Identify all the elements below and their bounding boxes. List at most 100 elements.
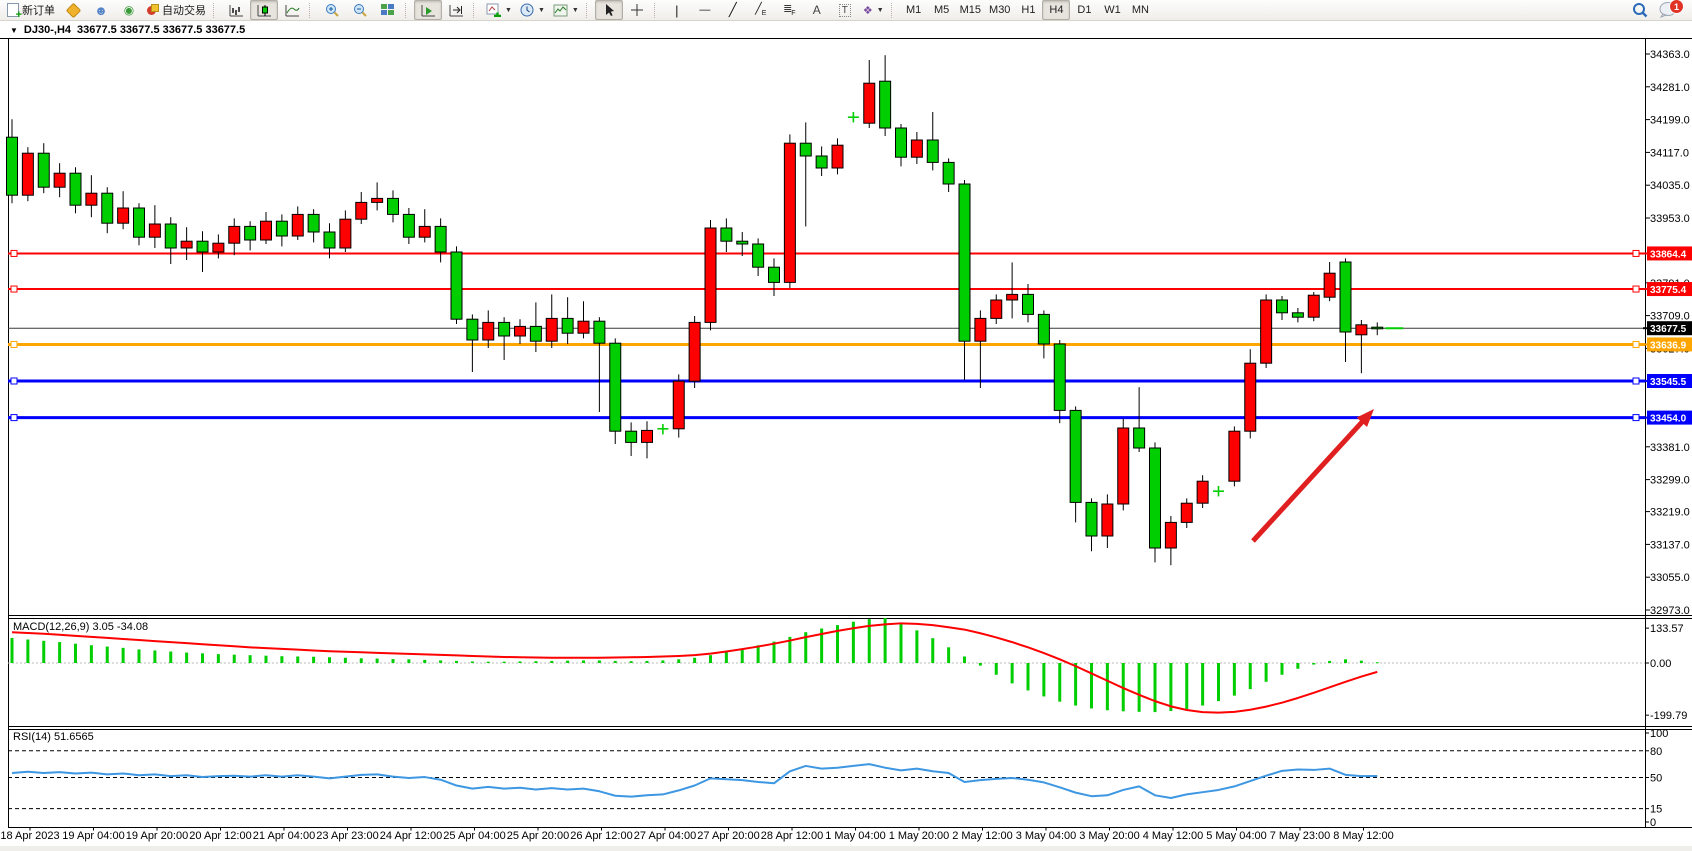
svg-text:3 May 20:00: 3 May 20:00 [1079,830,1140,842]
timeframe-button-h1[interactable]: H1 [1014,0,1042,20]
auto-trading-button[interactable]: 自动交易 [143,0,210,20]
crosshair-button[interactable] [623,0,651,20]
panel-frames [0,38,1692,828]
chat-button[interactable]: 1 [1654,0,1684,20]
hline-objects[interactable] [8,249,1645,422]
chart-ohlc-values: 33677.5 33677.5 33677.5 33677.5 [77,24,246,36]
rsi-label: RSI(14) 51.6565 [13,731,94,743]
hline-handle [10,340,18,348]
vertical-line-button[interactable]: | [663,0,691,20]
svg-text:1 May 20:00: 1 May 20:00 [889,830,950,842]
arrows-button[interactable]: ❖ ▼ [859,0,888,20]
period-clock-icon [520,3,534,17]
chart-title-row: ▼ DJ30-,H4 33677.5 33677.5 33677.5 33677… [10,23,245,37]
zoom-out-icon [353,4,367,17]
svg-text:15: 15 [1650,804,1662,816]
toolbar-separator [473,2,478,18]
templates-button[interactable]: ▼ [549,0,583,20]
search-button[interactable] [1626,0,1654,20]
new-order-label: 新订单 [22,5,55,17]
svg-text:23 Apr 23:00: 23 Apr 23:00 [316,830,378,842]
cursor-button[interactable] [594,0,623,20]
svg-text:-199.79: -199.79 [1650,710,1687,722]
svg-text:33953.0: 33953.0 [1650,213,1690,225]
zoom-in-button[interactable] [318,0,346,20]
channel-button[interactable]: ╱E [747,0,775,20]
svg-text:33055.0: 33055.0 [1650,572,1690,584]
broadcast-icon: ◉ [123,2,135,17]
text-label-icon: T [838,3,851,17]
svg-text:25 Apr 20:00: 25 Apr 20:00 [507,830,569,842]
fibonacci-button[interactable]: ≣F [775,0,803,20]
svg-text:33299.0: 33299.0 [1650,475,1690,487]
svg-text:24 Apr 12:00: 24 Apr 12:00 [380,830,442,842]
text-icon: A [812,3,821,17]
timeframe-button-m30[interactable]: M30 [985,0,1014,20]
timeframe-label: W1 [1104,4,1121,16]
chevron-down-icon: ▼ [876,6,884,14]
new-order-button[interactable]: 新订单 [3,0,59,21]
toolbar-separator [405,2,410,18]
chart-symbol-period: DJ30-,H4 [23,24,71,36]
horizontal-line-button[interactable]: — [691,0,719,20]
macd-label: MACD(12,26,9) 3.05 -34.08 [13,621,149,633]
timeframe-button-m15[interactable]: M15 [956,0,985,20]
bar-chart-button[interactable] [222,0,250,20]
price-badge-33677.5 [1647,321,1692,336]
zoom-out-button[interactable] [346,0,374,20]
cursor-icon [605,4,614,16]
sound-button[interactable]: ◉ [115,0,143,20]
line-chart-button[interactable] [278,0,306,20]
svg-text:1 May 04:00: 1 May 04:00 [825,830,886,842]
crosshair-icon [630,4,643,16]
svg-text:34117.0: 34117.0 [1650,147,1689,159]
channel-icon: ╱E [755,3,767,18]
bar-chart-icon [229,4,243,16]
periods-button[interactable]: ▼ [516,0,549,20]
svg-text:34199.0: 34199.0 [1650,115,1690,127]
community-button[interactable]: ☻ [87,0,115,20]
text-button[interactable]: A [803,0,831,20]
arrow-annotation[interactable] [1251,409,1374,543]
trendline-button[interactable]: ╱ [719,0,747,20]
rsi-panel: 100 80 50 150 [8,728,1668,829]
candles-layer [6,55,1404,566]
toolbar-separator [213,2,218,18]
timeframe-button-w1[interactable]: W1 [1098,0,1126,20]
tile-windows-button[interactable] [374,0,402,20]
svg-text:33454.0: 33454.0 [1650,414,1687,425]
timeframe-button-d1[interactable]: D1 [1070,0,1098,20]
timeframe-button-m1[interactable]: M1 [900,0,928,20]
chart-shift-button[interactable] [442,0,470,20]
one-click-trading-toggle[interactable]: ▼ [10,25,18,35]
timeframe-button-mn[interactable]: MN [1126,0,1154,20]
svg-text:133.57: 133.57 [1650,623,1684,635]
auto-scroll-button[interactable] [414,0,442,20]
svg-text:33677.5: 33677.5 [1650,324,1687,335]
hline-handle [1632,377,1640,385]
svg-text:33137.0: 33137.0 [1650,539,1690,551]
line-chart-icon [285,4,299,16]
auto-scroll-icon [421,4,435,16]
timeframe-label: M15 [959,4,982,16]
timeframe-label: M30 [989,4,1011,16]
timeframe-button-h4[interactable]: H4 [1042,0,1071,20]
time-axis[interactable]: 18 Apr 2023 19 Apr 04:00 19 Apr 20:00 20 Ap… [0,827,1394,843]
chevron-down-icon: ▼ [537,6,545,14]
svg-text:32973.0: 32973.0 [1650,605,1690,617]
svg-text:80: 80 [1650,746,1662,758]
hline-handle [1632,249,1640,257]
text-label-button[interactable]: T [831,0,859,20]
indicators-button[interactable]: ▼ [482,0,516,20]
macd-panel: 133.57 0.00 -199.79 [8,618,1687,722]
svg-text:7 May 23:00: 7 May 23:00 [1270,830,1331,842]
svg-text:27 Apr 04:00: 27 Apr 04:00 [634,830,696,842]
svg-text:3 May 04:00: 3 May 04:00 [1016,830,1077,842]
svg-text:27 Apr 20:00: 27 Apr 20:00 [697,830,759,842]
profile-button[interactable] [59,0,87,20]
price-badge-33775.4 [1647,282,1692,297]
candlestick-chart-button[interactable] [250,0,278,20]
timeframe-button-m5[interactable]: M5 [928,0,956,20]
svg-text:50: 50 [1650,773,1662,785]
